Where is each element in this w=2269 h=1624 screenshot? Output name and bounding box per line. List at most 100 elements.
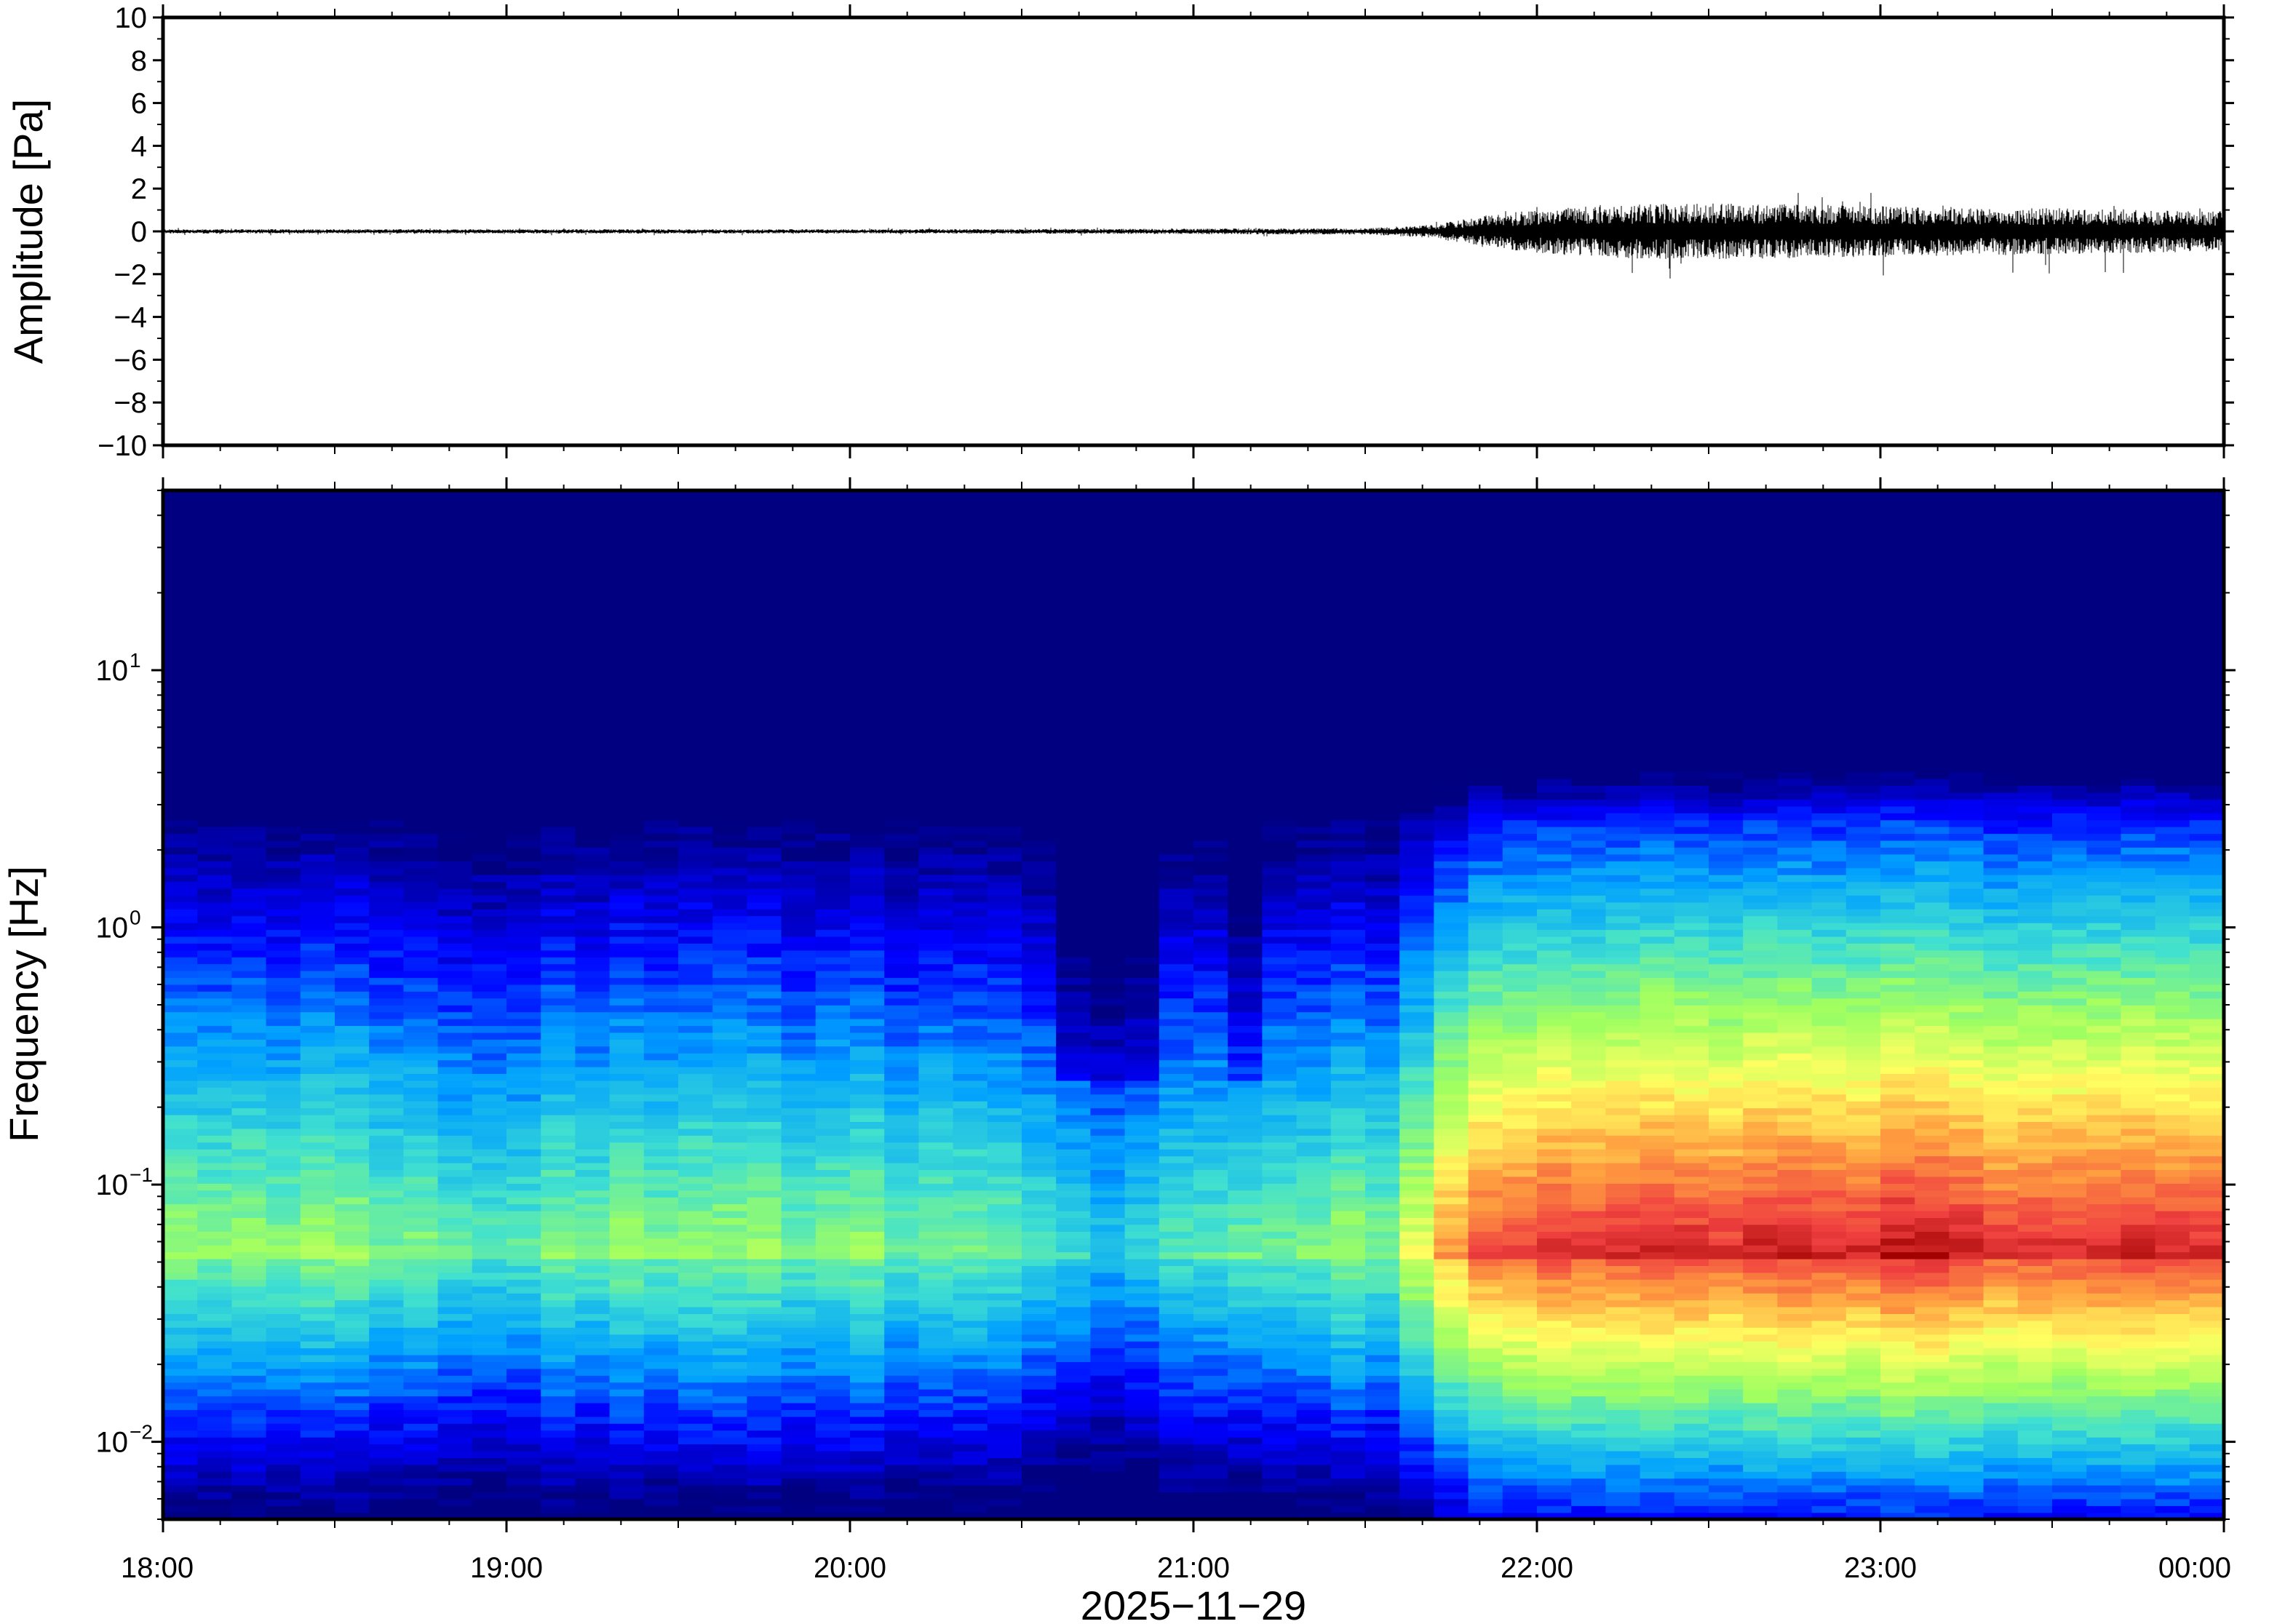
spectrogram-cell	[609, 1094, 645, 1102]
spectrogram-cell	[850, 1238, 885, 1246]
spectrogram-cell	[1056, 1046, 1092, 1054]
spectrogram-cell	[1193, 950, 1228, 958]
spectrogram-cell	[335, 1149, 370, 1157]
spectrogram-cell	[678, 1018, 713, 1027]
spectrogram-cell	[643, 1080, 679, 1088]
spectrogram-cell	[1056, 737, 1092, 745]
spectrogram-cell	[609, 1450, 645, 1458]
spectrogram-cell	[197, 751, 233, 759]
spectrogram-cell	[1193, 593, 1228, 601]
spectrogram-cell	[850, 1409, 885, 1417]
spectrogram-cell	[987, 661, 1022, 669]
spectrogram-cell	[609, 1471, 645, 1479]
spectrogram-cell	[918, 1231, 954, 1239]
spectrogram-cell	[300, 867, 335, 875]
spectrogram-cell	[918, 661, 954, 669]
spectrogram-cell	[403, 1155, 439, 1163]
spectrogram-cell	[678, 1135, 713, 1143]
spectrogram-cell	[403, 696, 439, 704]
spectrogram-cell	[987, 1251, 1022, 1259]
spectrogram-cell	[1159, 1272, 1194, 1280]
spectrogram-cell	[815, 1416, 851, 1424]
spectrogram-cell	[369, 669, 405, 677]
spectrogram-cell	[953, 1444, 988, 1452]
spectrogram-cell	[781, 737, 816, 745]
spectrogram-cell	[541, 1279, 576, 1287]
spectrogram-cell	[609, 950, 645, 958]
spectrogram-cell	[266, 709, 301, 717]
spectrogram-cell	[747, 1039, 782, 1047]
spectrogram-cell	[437, 922, 473, 931]
spectrogram-cell	[541, 874, 576, 883]
spectrogram-cell	[1124, 943, 1160, 951]
spectrogram-cell	[712, 1292, 748, 1301]
spectrogram-cell	[403, 1032, 439, 1040]
spectrogram-cell	[781, 1464, 816, 1472]
spectrogram-cell	[643, 517, 679, 525]
spectrogram-cell	[1124, 503, 1160, 512]
spectrogram-cell	[643, 1224, 679, 1232]
spectrogram-cell	[1193, 737, 1228, 745]
spectrogram-cell	[335, 1025, 370, 1033]
spectrogram-cell	[1159, 538, 1194, 546]
spectrogram-cell	[541, 696, 576, 704]
spectrogram-cell	[678, 1231, 713, 1239]
spectrogram-cell	[506, 936, 541, 944]
spectrogram-cell	[712, 1032, 748, 1040]
spectrogram-cell	[712, 1169, 748, 1177]
spectrogram-cell	[1193, 819, 1228, 827]
spectrogram-cell	[335, 881, 370, 889]
spectrogram-cell	[472, 600, 507, 608]
spectrogram-cell	[1262, 1210, 1298, 1218]
spectrogram-cell	[197, 867, 233, 875]
spectrogram-cell	[1056, 847, 1092, 855]
spectrogram-cell	[1228, 1121, 1263, 1129]
spectrogram-cell	[953, 1210, 988, 1218]
spectrogram-cell	[266, 1121, 301, 1129]
spectrogram-cell	[163, 861, 198, 869]
spectrogram-cell	[231, 511, 267, 519]
spectrogram-cell	[1090, 1306, 1126, 1314]
spectrogram-cell	[369, 1416, 405, 1424]
spectrogram-cell	[163, 744, 198, 752]
spectrogram-cell	[335, 1416, 370, 1424]
spectrogram-cell	[231, 1340, 267, 1349]
spectrogram-cell	[575, 1162, 611, 1170]
spectrogram-cell	[884, 792, 920, 800]
spectrogram-cell	[884, 1162, 920, 1170]
spectrogram-cell	[953, 950, 988, 958]
spectrogram-cell	[403, 1265, 439, 1273]
spectrogram-cell	[643, 744, 679, 752]
spectrogram-cell	[506, 641, 541, 649]
spectrogram-cell	[987, 1423, 1022, 1431]
spectrogram-cell	[231, 1388, 267, 1397]
spectrogram-cell	[643, 1396, 679, 1404]
spectrogram-cell	[1228, 1334, 1263, 1342]
spectrogram-cell	[437, 1066, 473, 1074]
spectrogram-cell	[266, 1368, 301, 1376]
spectrogram-cell	[541, 867, 576, 875]
spectrogram-cell	[541, 1032, 576, 1040]
spectrogram-cell	[1124, 833, 1160, 841]
spectrogram-cell	[300, 1128, 335, 1136]
spectrogram-cell	[403, 1203, 439, 1211]
spectrogram-cell	[575, 833, 611, 841]
spectrogram-cell	[506, 1080, 541, 1088]
spectrogram-cell	[1159, 1409, 1194, 1417]
spectrogram-cell	[678, 538, 713, 546]
spectrogram-cell	[369, 1011, 405, 1019]
spectrogram-cell	[541, 531, 576, 539]
spectrogram-cell	[643, 1238, 679, 1246]
spectrogram-cell	[643, 909, 679, 917]
spectrogram-cell	[403, 1368, 439, 1376]
spectrogram-cell	[850, 511, 885, 519]
spectrogram-cell	[884, 730, 920, 739]
spectrogram-cell	[575, 1368, 611, 1376]
spectrogram-cell	[541, 552, 576, 560]
spectrogram-cell	[506, 511, 541, 519]
spectrogram-cell	[575, 1484, 611, 1493]
spectrogram-cell	[335, 1196, 370, 1205]
spectrogram-cell	[953, 730, 988, 739]
spectrogram-cell	[163, 1224, 198, 1232]
spectrogram-cell	[506, 1402, 541, 1410]
